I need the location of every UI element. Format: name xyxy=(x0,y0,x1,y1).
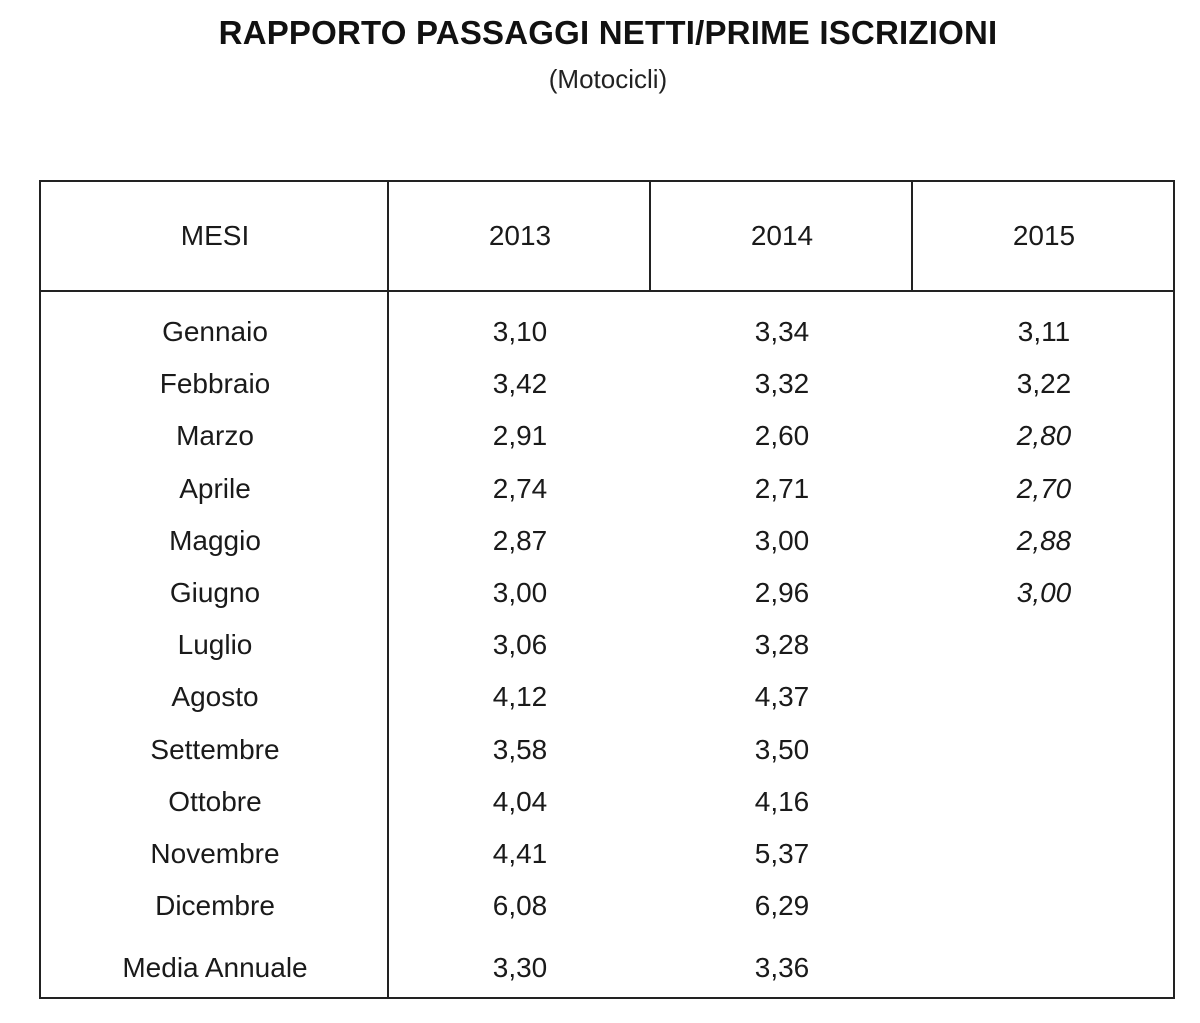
value-2015-cell: 3,11 xyxy=(1017,316,1071,347)
value-2013-cell: 3,10 xyxy=(492,316,548,347)
value-2013-cell: 2,87 xyxy=(492,525,548,556)
value-2015-cell: 2,70 xyxy=(1016,473,1072,504)
month-cell: Dicembre xyxy=(155,890,275,921)
value-2015-cell xyxy=(913,730,1175,770)
value-2014-cell: 3,32 xyxy=(754,368,810,399)
header-2014: 2014 xyxy=(750,220,814,251)
month-cell: Gennaio xyxy=(162,316,268,347)
month-cell: Marzo xyxy=(176,420,254,451)
value-2015-cell xyxy=(913,886,1175,926)
value-2013-cell: 2,74 xyxy=(492,473,548,504)
annual-mean-value-2013-cell: 3,30 xyxy=(492,952,548,983)
month-cell: Settembre xyxy=(150,734,280,765)
page-title: RAPPORTO PASSAGGI NETTI/PRIME ISCRIZIONI xyxy=(218,14,998,51)
value-2013-cell: 3,06 xyxy=(492,629,548,660)
value-2015-cell xyxy=(913,834,1175,874)
value-2013-cell: 4,04 xyxy=(492,786,548,817)
value-2014-cell: 5,37 xyxy=(754,838,810,869)
column-divider-2013 xyxy=(649,182,651,290)
value-2014-cell: 3,34 xyxy=(754,316,810,347)
value-2013-cell: 3,58 xyxy=(492,734,548,765)
month-cell: Ottobre xyxy=(168,786,262,817)
header-divider xyxy=(41,290,1173,292)
data-table: MESI 2013 2014 2015 Gennaio 3,10 3,34 3,11 F… xyxy=(39,180,1175,999)
column-divider-months xyxy=(387,182,389,997)
table-body: Gennaio 3,10 3,34 3,11 Febbraio 3,42 3,32 3,22 M… xyxy=(41,182,1173,997)
value-2014-cell: 6,29 xyxy=(754,890,810,921)
header-months: MESI xyxy=(180,220,250,251)
value-2014-cell: 4,16 xyxy=(754,786,810,817)
value-2013-cell: 2,91 xyxy=(492,420,548,451)
month-cell: Maggio xyxy=(169,525,261,556)
value-2013-cell: 4,41 xyxy=(492,838,548,869)
header-2015: 2015 xyxy=(1012,220,1076,251)
value-2014-cell: 2,71 xyxy=(754,473,810,504)
month-cell: Febbraio xyxy=(159,368,271,399)
value-2014-cell: 4,37 xyxy=(754,681,810,712)
value-2015-cell: 2,80 xyxy=(1016,420,1072,451)
month-cell: Giugno xyxy=(169,577,261,608)
value-2014-cell: 3,28 xyxy=(754,629,810,660)
month-cell: Agosto xyxy=(171,681,259,712)
value-2013-cell: 6,08 xyxy=(492,890,548,921)
value-2013-cell: 4,12 xyxy=(492,681,548,712)
value-2015-cell: 2,88 xyxy=(1016,525,1072,556)
page-subtitle: (Motocicli) xyxy=(548,64,668,94)
header-2013: 2013 xyxy=(488,220,552,251)
value-2013-cell: 3,00 xyxy=(492,577,548,608)
value-2014-cell: 3,00 xyxy=(754,525,810,556)
value-2015-cell: 3,22 xyxy=(1016,368,1072,399)
month-cell: Luglio xyxy=(177,629,253,660)
annual-mean-month-cell: Media Annuale xyxy=(122,952,308,983)
value-2014-cell: 2,60 xyxy=(754,420,810,451)
month-cell: Novembre xyxy=(150,838,280,869)
value-2015-cell xyxy=(913,677,1175,717)
value-2014-cell: 2,96 xyxy=(754,577,810,608)
value-2014-cell: 3,50 xyxy=(754,734,810,765)
annual-mean-value-2015-cell xyxy=(913,948,1175,988)
column-divider-2014 xyxy=(911,182,913,290)
value-2013-cell: 3,42 xyxy=(492,368,548,399)
value-2015-cell xyxy=(913,782,1175,822)
value-2015-cell: 3,00 xyxy=(1016,577,1072,608)
value-2015-cell xyxy=(913,625,1175,665)
annual-mean-value-2014-cell: 3,36 xyxy=(754,952,810,983)
month-cell: Aprile xyxy=(179,473,251,504)
